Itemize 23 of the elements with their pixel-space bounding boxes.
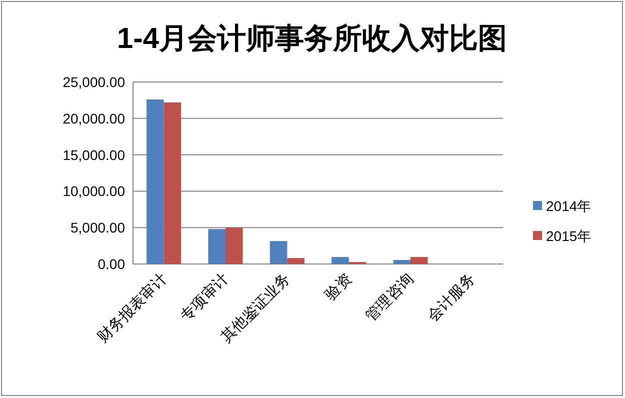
x-tick-label: 管理咨询	[362, 270, 417, 325]
y-tick-label: 20,000.00	[62, 110, 126, 126]
bar	[208, 229, 226, 264]
bar	[226, 228, 243, 264]
x-tick-label: 专项审计	[177, 270, 232, 325]
x-tick-label: 会计服务	[424, 270, 479, 325]
bar	[164, 102, 182, 264]
bar	[270, 241, 288, 264]
y-tick-label: 5,000.00	[70, 220, 126, 236]
x-tick-label: 财务报表审计	[94, 270, 170, 346]
y-tick-label: 25,000.00	[62, 74, 126, 90]
bar	[146, 99, 164, 264]
y-tick-label: 15,000.00	[62, 146, 126, 163]
bar	[287, 258, 304, 264]
bar	[410, 257, 428, 264]
bar	[393, 260, 410, 264]
legend-label: 2014年	[546, 198, 592, 214]
y-tick-label: 10,000.00	[62, 183, 126, 200]
y-tick-label: 0.00	[98, 256, 126, 272]
legend-label: 2015年	[546, 228, 592, 244]
x-tick-label: 验资	[322, 270, 356, 304]
bar	[332, 257, 349, 264]
chart-title: 1-4月会计师事务所收入对比图	[117, 23, 507, 55]
